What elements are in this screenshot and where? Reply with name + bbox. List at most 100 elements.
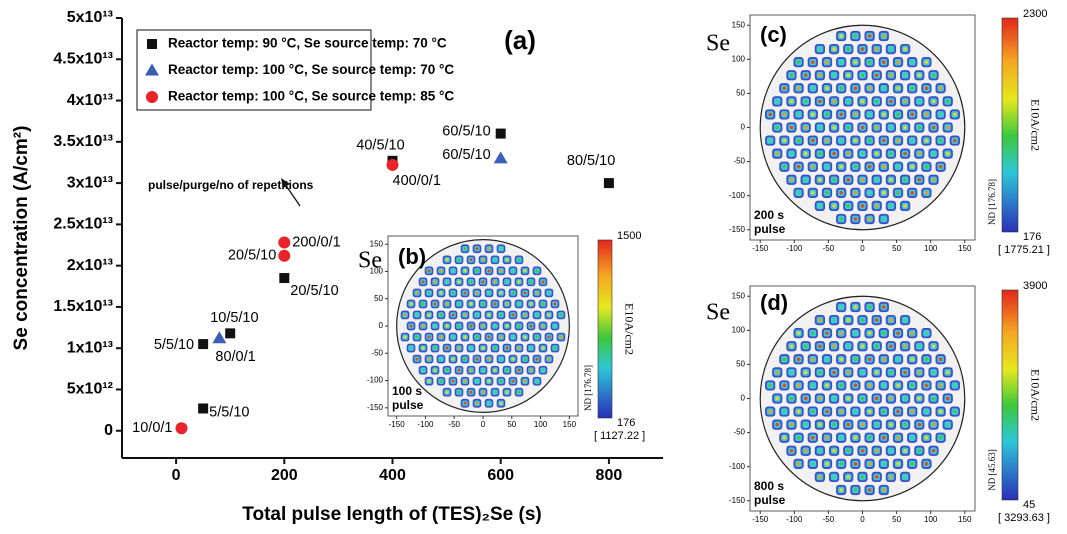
colorbar-min: 176	[1023, 231, 1041, 243]
colorbar	[597, 239, 613, 419]
dot-core	[846, 422, 851, 427]
dot-core	[896, 164, 900, 169]
dot-core	[889, 177, 893, 182]
dot-core	[924, 138, 929, 143]
inset-side-text: Se	[706, 31, 730, 57]
dot-core	[853, 383, 858, 388]
dot-core	[523, 291, 527, 295]
dot-core	[846, 47, 851, 51]
inset-x-tick-label: 150	[958, 244, 972, 253]
dot-core	[529, 280, 533, 284]
dot-core	[782, 435, 787, 440]
dot-core	[903, 204, 907, 208]
inset-x-tick-label: 50	[892, 515, 901, 524]
dot-core	[481, 368, 485, 372]
dot-core	[860, 396, 865, 401]
dot-core	[867, 488, 872, 492]
annotation-arrow	[284, 183, 301, 207]
dot-core	[499, 269, 503, 273]
dot-core	[860, 99, 865, 104]
dot-core	[832, 99, 836, 104]
dot-core	[853, 488, 858, 492]
nd-text: ND [176.78]	[583, 365, 593, 411]
dot-core	[457, 346, 461, 350]
dot-core	[782, 164, 787, 169]
pulse-text: 200 s	[754, 208, 784, 222]
dot-core	[860, 125, 865, 130]
dot-core	[903, 73, 907, 78]
dot-core	[529, 324, 533, 328]
dot-core	[475, 291, 479, 295]
dot-core	[789, 448, 794, 453]
dot-core	[917, 448, 922, 453]
dot-core	[874, 47, 879, 51]
dot-core	[796, 383, 801, 388]
dot-core	[818, 370, 822, 375]
dot-core	[860, 344, 865, 349]
dot-core	[475, 247, 479, 251]
dot-core	[469, 280, 473, 284]
dot-core	[782, 383, 787, 388]
dot-core	[796, 164, 801, 169]
dot-core	[945, 396, 950, 401]
dot-core	[846, 396, 851, 401]
dot-core	[469, 346, 473, 350]
inset-y-tick-label: 150	[732, 20, 746, 29]
dot-core	[889, 73, 893, 78]
dot-core	[433, 302, 437, 306]
dot-core	[846, 344, 851, 349]
dot-core	[433, 280, 437, 284]
dot-core	[825, 435, 829, 440]
dot-core	[874, 475, 879, 479]
point-label: 10/0/1	[132, 420, 172, 436]
dot-core	[832, 344, 836, 349]
dot-core	[839, 488, 843, 492]
inset-y-tick-label: 0	[741, 394, 746, 403]
point-label: 80/0/1	[215, 349, 255, 365]
dot-core	[917, 396, 922, 401]
dot-core	[768, 383, 772, 388]
dot-core	[796, 138, 801, 143]
dot-core	[469, 368, 473, 372]
dot-core	[789, 422, 794, 427]
inset-y-tick-label: 100	[732, 54, 746, 63]
dot-core	[818, 448, 822, 453]
dot-core	[499, 335, 503, 339]
dot-core	[867, 164, 872, 169]
dot-core	[768, 138, 772, 143]
dot-core	[803, 370, 808, 375]
dot-core	[867, 357, 872, 362]
dot-core	[889, 47, 893, 51]
dot-core	[493, 390, 497, 394]
dot-core	[867, 305, 872, 309]
dot-core	[839, 164, 843, 169]
x-tick-label: 600	[487, 467, 514, 484]
dot-core	[846, 99, 851, 104]
dot-core	[867, 86, 872, 91]
dot-core	[445, 368, 449, 372]
dot-core	[517, 302, 521, 306]
dot-core	[481, 280, 485, 284]
dot-core	[803, 151, 808, 156]
dot-core	[487, 269, 491, 273]
dot-core	[945, 99, 950, 104]
point-label: 60/5/10	[442, 147, 490, 163]
dot-core	[903, 318, 907, 322]
dot-core	[451, 291, 455, 295]
y-tick-label: 5x10¹³	[67, 9, 113, 26]
dot-core	[511, 335, 515, 339]
dot-core	[867, 34, 872, 38]
dot-core	[846, 73, 851, 78]
dot-core	[896, 191, 900, 195]
dot-core	[796, 86, 801, 91]
dot-core	[445, 346, 449, 350]
dot-core	[810, 383, 815, 388]
dot-core	[917, 151, 922, 156]
dot-core	[839, 383, 843, 388]
dot-core	[439, 335, 443, 339]
dot-core	[953, 112, 957, 117]
dot-core	[553, 324, 557, 328]
dot-core	[903, 151, 907, 156]
dot-core	[818, 396, 822, 401]
dot-core	[874, 396, 879, 401]
